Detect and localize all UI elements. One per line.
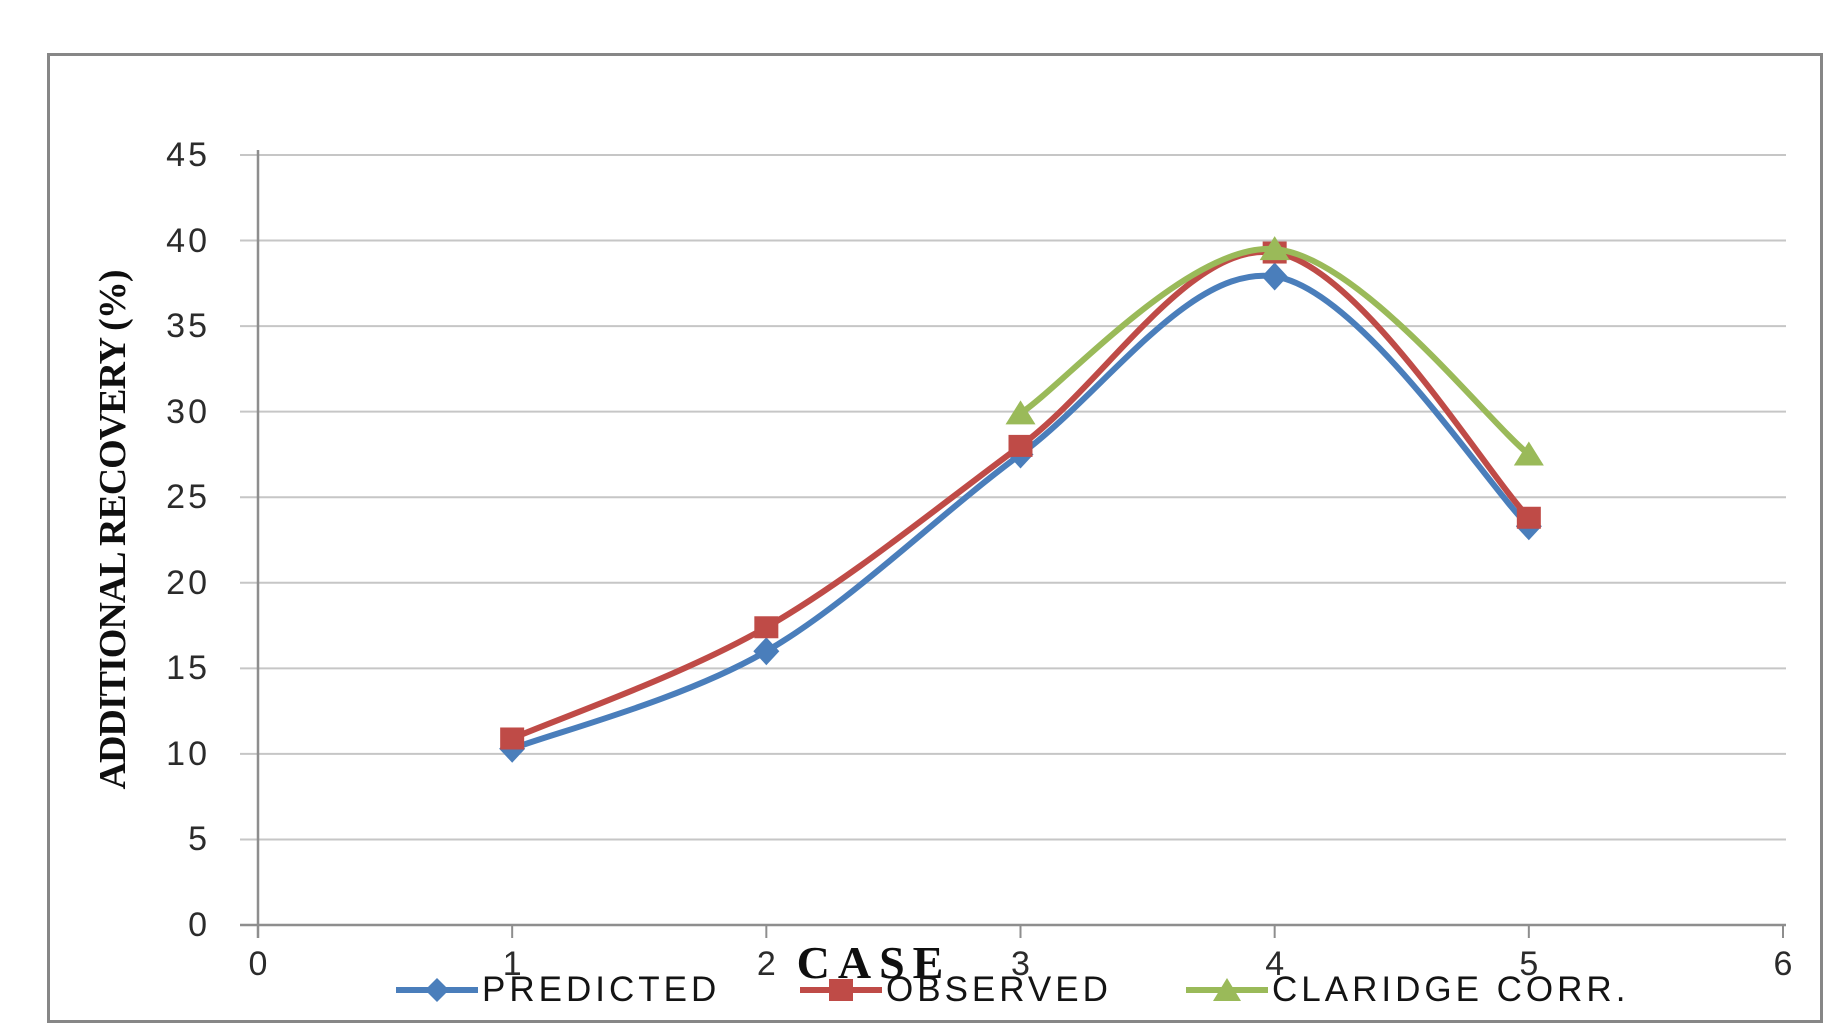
x-tick-label-0: 0 — [248, 945, 268, 983]
y-tick-label-5: 5 — [188, 820, 210, 859]
x-tick-label-2: 2 — [756, 945, 776, 983]
legend-label-predicted: PREDICTED — [482, 970, 721, 1009]
series-marker-observed — [754, 616, 779, 639]
y-axis-title: ADDITIONAL RECOVERY (%) — [92, 270, 134, 790]
y-tick-label-0: 0 — [188, 906, 210, 944]
legend-marker-claridge-corr — [1186, 978, 1268, 1001]
series-marker-observed — [1008, 434, 1033, 457]
series-marker-observed — [500, 727, 525, 750]
series-marker-claridge-corr — [1005, 400, 1036, 425]
legend-label-observed: OBSERVED — [886, 970, 1112, 1009]
series-marker-claridge-corr — [1513, 441, 1544, 466]
series-marker-observed — [1516, 506, 1541, 529]
legend-item-claridge-corr: CLARIDGE CORR. — [1184, 969, 1629, 1011]
x-tick-label-5: 5 — [1519, 945, 1539, 983]
legend-item-observed: OBSERVED — [798, 969, 1112, 1011]
series-marker-claridge-corr — [1259, 236, 1290, 261]
y-tick-label-40: 40 — [166, 221, 210, 260]
y-tick-label-15: 15 — [166, 649, 210, 688]
y-tick-label-20: 20 — [166, 563, 210, 602]
legend-label-claridge-corr: CLARIDGE CORR. — [1272, 970, 1630, 1009]
legend-marker-predicted — [396, 978, 478, 1002]
y-tick-label-30: 30 — [166, 392, 210, 431]
legend-marker-observed — [800, 979, 882, 1001]
x-tick-label-4: 4 — [1265, 945, 1285, 983]
y-tick-label-25: 25 — [166, 478, 210, 517]
y-tick-label-35: 35 — [166, 307, 210, 346]
x-tick-label-6: 6 — [1773, 945, 1793, 983]
series-marker-predicted — [1261, 262, 1288, 291]
x-axis-title: CASE — [796, 937, 952, 988]
series-line-observed — [509, 248, 1532, 742]
legend-item-predicted: PREDICTED — [394, 969, 720, 1011]
series-line-predicted — [509, 272, 1532, 752]
y-tick-label-45: 45 — [166, 136, 210, 174]
y-tick-label-10: 10 — [166, 734, 210, 773]
x-tick-label-1: 1 — [502, 945, 522, 983]
series-marker-predicted — [753, 637, 780, 666]
x-tick-label-3: 3 — [1011, 945, 1030, 983]
